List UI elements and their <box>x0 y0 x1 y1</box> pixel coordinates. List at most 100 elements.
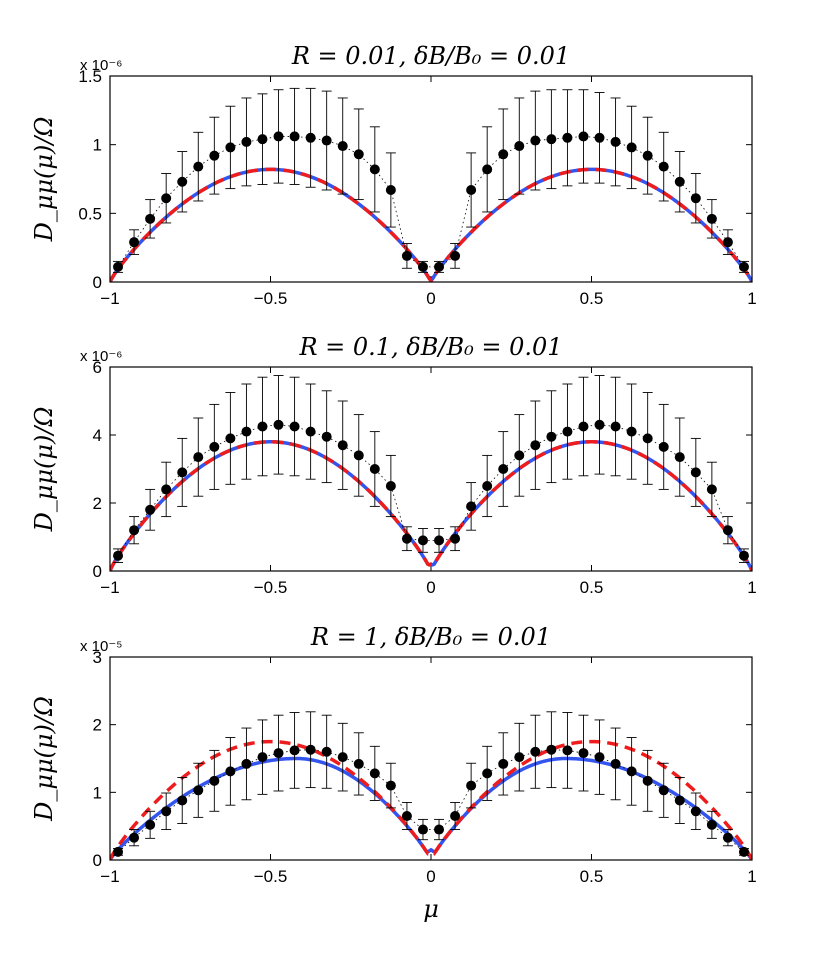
data-point <box>209 775 220 786</box>
data-point <box>145 504 156 515</box>
data-point <box>273 131 284 142</box>
y-axis-label: D_μμ(μ)/Ω <box>30 117 58 243</box>
data-point <box>369 164 380 175</box>
x-tick-label: 0 <box>426 289 435 308</box>
data-point <box>401 250 412 261</box>
axes-frame <box>109 656 753 861</box>
data-point <box>546 431 557 442</box>
data-point <box>466 501 477 512</box>
data-point <box>193 785 204 796</box>
x-tick-label: 0.5 <box>580 578 604 597</box>
x-tick-label: −0.5 <box>254 578 288 597</box>
y-tick-label: 0.5 <box>78 204 102 223</box>
data-point <box>161 484 172 495</box>
data-point <box>578 131 589 142</box>
data-point <box>706 213 717 224</box>
data-point <box>401 811 412 822</box>
chart-title: R = 0.01, δB/B₀ = 0.01 <box>291 42 570 70</box>
data-point <box>385 184 396 195</box>
data-point <box>466 184 477 195</box>
x-tick-label: 0.5 <box>580 289 604 308</box>
y-tick-label: 0 <box>93 851 102 870</box>
data-point <box>401 533 412 544</box>
data-point <box>145 213 156 224</box>
y-tick-label: 3 <box>93 648 102 667</box>
data-point <box>353 450 364 461</box>
y-tick-label: 6 <box>93 358 102 377</box>
data-point <box>177 467 188 478</box>
data-point <box>610 136 621 147</box>
data-point <box>257 134 268 145</box>
data-point <box>385 780 396 791</box>
data-point <box>722 237 733 248</box>
data-point <box>594 752 605 763</box>
data-point <box>385 481 396 491</box>
data-point <box>594 132 605 143</box>
data-point <box>690 467 701 478</box>
data-point <box>289 131 300 142</box>
simulation-dotted-line <box>117 749 745 853</box>
data-point <box>482 768 493 779</box>
y-tick-label: 2 <box>93 716 102 735</box>
data-point <box>498 149 509 160</box>
y-scale-label: x 10⁻⁵ <box>80 638 123 655</box>
data-point <box>738 550 749 561</box>
data-point <box>690 806 701 817</box>
data-point <box>642 150 653 161</box>
data-point <box>417 824 428 835</box>
data-point <box>642 775 653 786</box>
data-point <box>450 811 461 822</box>
data-point <box>353 149 364 160</box>
data-point <box>578 748 589 759</box>
data-point <box>594 419 605 430</box>
data-point <box>161 193 172 204</box>
data-point <box>626 426 637 437</box>
y-tick-label: 1 <box>93 783 102 802</box>
data-point <box>578 421 589 432</box>
data-point <box>417 535 428 546</box>
plot-area <box>110 375 752 571</box>
data-point <box>658 441 669 452</box>
data-point <box>514 752 525 763</box>
simulation-dotted-line <box>117 424 745 556</box>
data-point <box>369 464 380 474</box>
data-point <box>706 819 717 830</box>
data-point <box>658 161 669 172</box>
data-point <box>450 250 461 261</box>
data-point <box>722 832 733 843</box>
chart-title: R = 0.1, δB/B₀ = 0.01 <box>298 333 562 361</box>
data-point <box>738 846 749 857</box>
data-point <box>722 525 733 536</box>
y-tick-label: 1 <box>93 136 102 155</box>
y-axis-label: D_μμ(μ)/Ω <box>30 407 58 533</box>
x-tick-label: 0 <box>426 578 435 597</box>
data-point <box>530 440 541 451</box>
data-point <box>209 150 220 161</box>
y-scale-label: x 10⁻⁶ <box>80 348 122 365</box>
x-tick-label: 1 <box>747 867 756 886</box>
data-point <box>305 426 316 437</box>
data-point <box>482 164 493 175</box>
data-point <box>610 758 621 769</box>
data-point <box>225 142 236 153</box>
chart-title: R = 1, δB/B₀ = 0.01 <box>310 623 551 651</box>
data-point <box>177 176 188 187</box>
x-tick-label: −0.5 <box>254 289 288 308</box>
data-point <box>514 450 525 461</box>
plot-area <box>110 711 752 860</box>
x-tick-label: −0.5 <box>254 867 288 886</box>
data-point <box>674 795 685 806</box>
data-point <box>113 261 124 272</box>
chart-panel-3: R = 1, δB/B₀ = 0.01 x 10⁻⁵ D_μμ(μ)/Ω −1 −0.5… <box>30 623 757 886</box>
data-point <box>129 237 140 248</box>
data-point <box>337 141 348 152</box>
data-point <box>562 426 573 437</box>
x-tick-label: −1 <box>100 578 119 597</box>
data-point <box>530 746 541 757</box>
x-axis-label: μ <box>423 895 439 923</box>
data-point <box>177 795 188 806</box>
data-point <box>337 440 348 451</box>
data-point <box>225 433 236 444</box>
data-point <box>273 748 284 759</box>
